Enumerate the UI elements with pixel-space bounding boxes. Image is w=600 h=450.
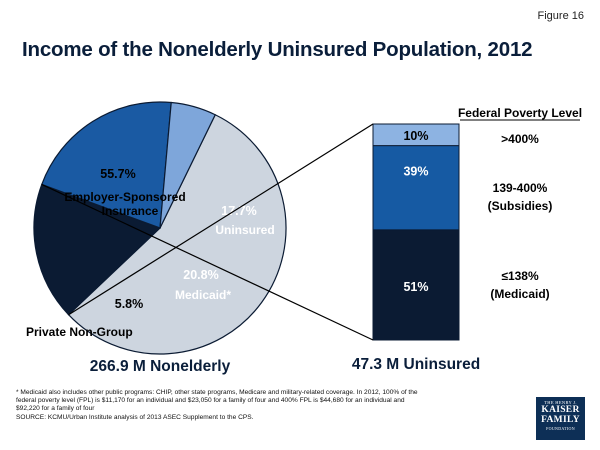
bar-segment-label: 51%: [403, 280, 428, 294]
bar-category-label: 139-400%: [493, 181, 548, 195]
pie-callout-label: Private Non-Group: [26, 325, 133, 339]
pie-label-value: 17.7%: [221, 204, 256, 218]
connector-line: [68, 123, 374, 316]
kff-logo: THE HENRY J. KAISER FAMILY FOUNDATION: [536, 397, 585, 440]
footnote-source: SOURCE: KCMU/Urban Institute analysis of…: [16, 413, 254, 421]
logo-line-4: FOUNDATION: [546, 426, 575, 431]
pie-label-name: Uninsured: [215, 223, 274, 237]
bar-caption: 47.3 M Uninsured: [352, 356, 480, 373]
pie-label-value: 55.7%: [100, 167, 135, 181]
bar-segment-label: 10%: [403, 129, 428, 143]
bar-category-label: (Medicaid): [490, 287, 549, 301]
figure-label: Figure 16: [537, 10, 584, 22]
pie-slice: [41, 101, 172, 229]
pie-slice: [67, 113, 287, 355]
chart-title: Income of the Nonelderly Uninsured Popul…: [22, 38, 533, 61]
bar-segment-label: 39%: [403, 165, 428, 179]
bar-category-label: (Subsidies): [488, 199, 553, 213]
footnote-note: * Medicaid also includes other public pr…: [16, 389, 418, 413]
fpl-legend-title: Federal Poverty Level: [458, 106, 582, 120]
pie-label-name: Medicaid*: [175, 288, 231, 302]
connector-line: [41, 183, 374, 341]
bar-category-label: >400%: [501, 132, 539, 146]
logo-line-2: KAISER: [541, 405, 580, 415]
pie-label-name: Insurance: [102, 204, 159, 218]
pie-label-name: Employer-Sponsored: [64, 190, 185, 204]
pie-label-value: 5.8%: [115, 297, 144, 311]
pie-caption: 266.9 M Nonelderly: [90, 358, 231, 375]
bar-segment: [372, 145, 460, 231]
footnote: * Medicaid also includes other public pr…: [16, 389, 421, 422]
bar-segment: [372, 123, 460, 147]
pie-slice: [159, 101, 217, 229]
logo-line-3: FAMILY: [541, 415, 580, 425]
logo-line-1: THE HENRY J.: [544, 400, 577, 405]
bar-category-label: ≤138%: [501, 269, 539, 283]
pie-label-value: 20.8%: [183, 268, 218, 282]
bar-segment: [372, 229, 460, 341]
